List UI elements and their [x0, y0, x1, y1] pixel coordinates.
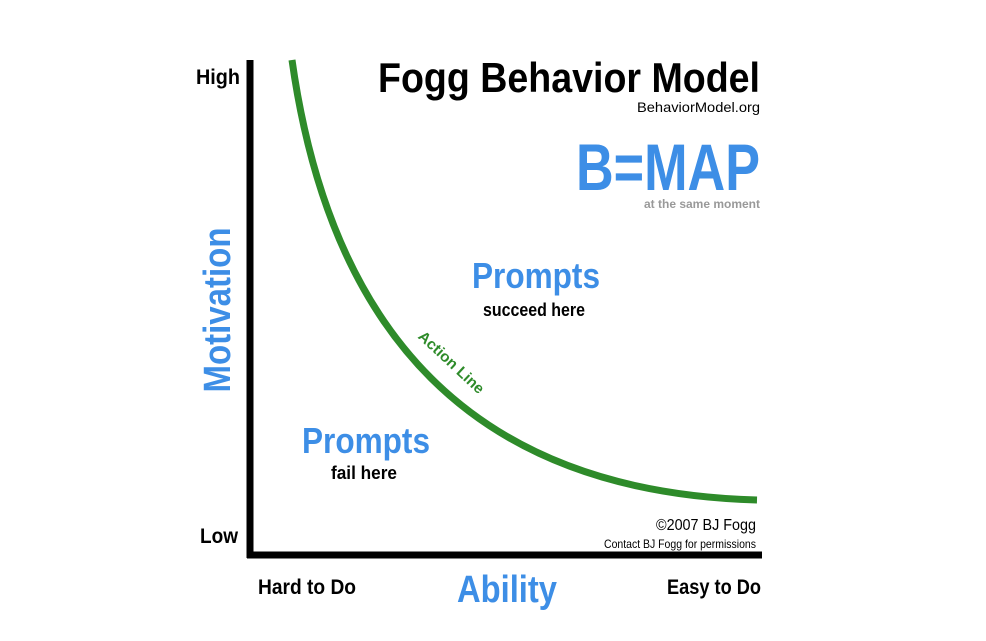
y-low-label: Low: [200, 525, 239, 548]
title: Fogg Behavior Model: [378, 54, 760, 101]
formula-note: at the same moment: [644, 197, 760, 211]
action-line: [288, 59, 758, 504]
permissions: Contact BJ Fogg for permissions: [604, 537, 756, 551]
region-title: Prompts: [472, 255, 600, 296]
x-low-label: Hard to Do: [258, 576, 356, 599]
x-high-label: Easy to Do: [667, 576, 761, 599]
formula: B=MAP: [576, 130, 760, 204]
region-subtitle: succeed here: [483, 300, 585, 320]
copyright: ©2007 BJ Fogg: [656, 517, 756, 534]
region-subtitle: fail here: [331, 463, 397, 483]
region-title: Prompts: [302, 420, 430, 461]
x-axis-label: Ability: [457, 569, 557, 611]
curve-label: Action Line: [415, 328, 488, 398]
website: BehaviorModel.org: [637, 99, 760, 115]
y-high-label: High: [196, 66, 240, 89]
y-axis-label: Motivation: [197, 228, 239, 393]
